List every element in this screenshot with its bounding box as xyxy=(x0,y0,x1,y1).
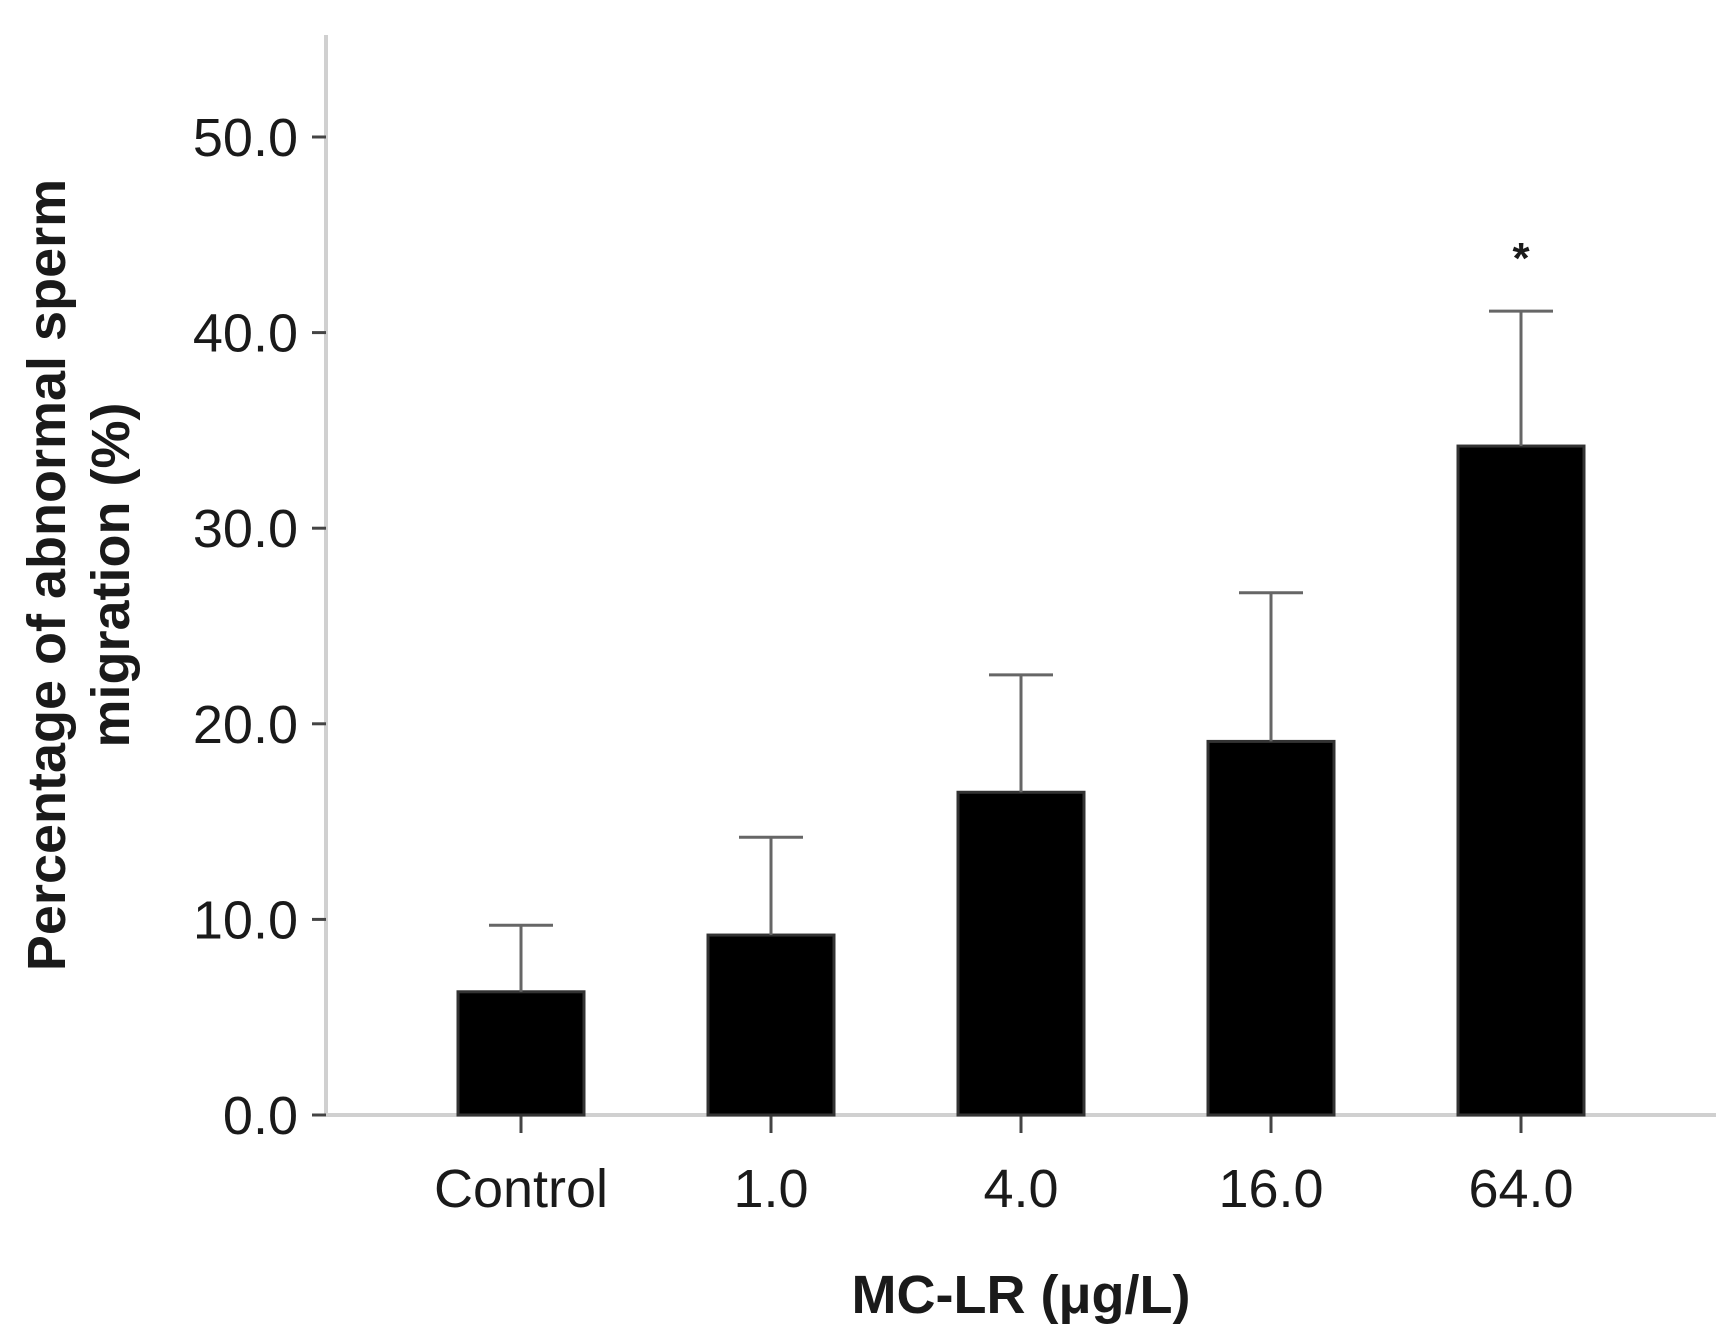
y-tick-label: 10.0 xyxy=(193,890,298,950)
x-tick-label: 64.0 xyxy=(1468,1159,1573,1219)
x-tick-label: 4.0 xyxy=(983,1159,1058,1219)
x-tick-label: 1.0 xyxy=(733,1159,808,1219)
x-tick-label: 16.0 xyxy=(1218,1159,1323,1219)
y-axis-title: Percentage of abnormal spermmigration (%… xyxy=(17,179,141,971)
y-tick-label: 40.0 xyxy=(193,304,298,364)
x-axis-title: MC-LR (μg/L) xyxy=(852,1265,1191,1325)
bar xyxy=(956,790,1086,1117)
error-bars xyxy=(489,309,1553,992)
y-tick-label: 30.0 xyxy=(193,499,298,559)
bar xyxy=(1206,739,1336,1117)
y-tick-label: 20.0 xyxy=(193,695,298,755)
y-tick-label: 50.0 xyxy=(193,108,298,168)
significance-annotation: * xyxy=(1512,234,1530,283)
bar xyxy=(1456,444,1586,1117)
x-tick-label: Control xyxy=(434,1159,608,1219)
y-tick-label: 0.0 xyxy=(223,1086,298,1146)
bar xyxy=(706,933,836,1117)
y-axis-title-line: Percentage of abnormal sperm xyxy=(17,179,77,971)
labels: 0.0 10.0 20.0 30.0 40.0 50.0 Control 1.0 4.0 16.0… xyxy=(193,108,1574,1219)
bar xyxy=(456,990,586,1117)
y-axis-title-line: migration (%) xyxy=(81,403,141,748)
bars xyxy=(456,444,1586,1117)
